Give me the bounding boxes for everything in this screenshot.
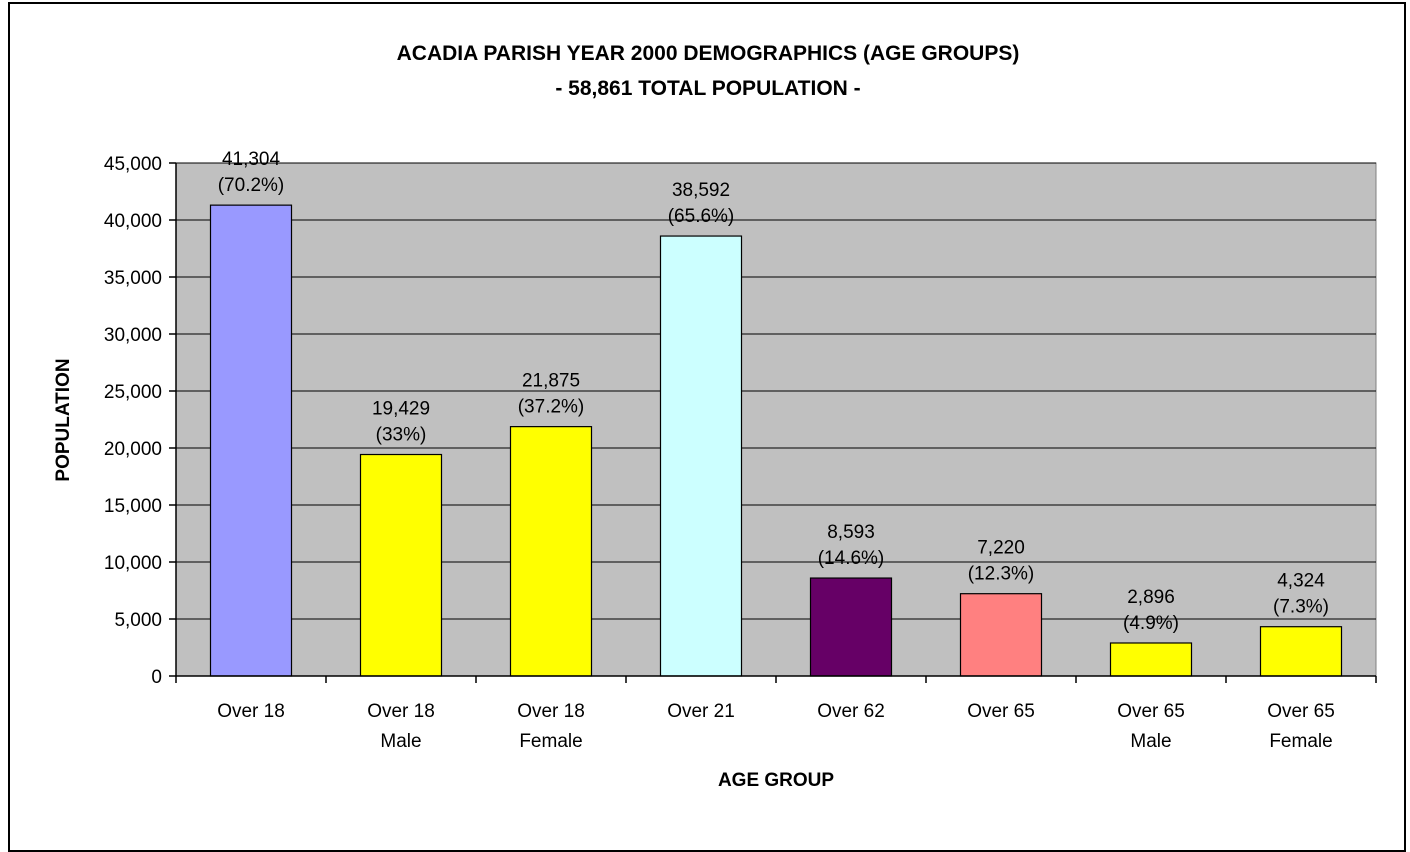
y-tick-label: 35,000 [104, 268, 162, 289]
x-axis-title: AGE GROUP [718, 770, 834, 791]
x-category-label: Over 65 [1267, 701, 1335, 722]
y-tick-label: 45,000 [104, 154, 162, 175]
axes [169, 162, 1377, 683]
bar [659, 235, 743, 677]
y-tick-label: 25,000 [104, 382, 162, 403]
bar-data-label: 38,592 [672, 180, 730, 201]
x-category-label: Over 18 [367, 701, 435, 722]
bar-data-label: 7,220 [977, 538, 1025, 559]
bar-data-label: 19,429 [372, 399, 430, 420]
bar [359, 453, 443, 677]
plot-area [175, 162, 1377, 677]
x-category-label: Over 18 [217, 701, 285, 722]
bar-data-label: 41,304 [222, 149, 281, 170]
x-category-label: Female [1269, 731, 1332, 752]
x-category-label: Over 65 [1117, 701, 1185, 722]
bar-data-label: 4,324 [1277, 571, 1325, 592]
y-tick-label: 10,000 [104, 553, 162, 574]
bar-data-label: (7.3%) [1273, 597, 1329, 618]
labels: 0 5,000 10,000 15,000 20,000 25,000 30,000 35,0… [104, 149, 1335, 752]
bar [1109, 642, 1193, 677]
y-axis-title: POPULATION [53, 358, 74, 481]
bar [809, 577, 893, 677]
bar-data-label: (14.6%) [818, 548, 885, 569]
bar-data-label: (4.9%) [1123, 613, 1179, 634]
y-tick-label: 20,000 [104, 439, 162, 460]
bar-data-label: (12.3%) [968, 564, 1035, 585]
x-category-label: Over 65 [967, 701, 1035, 722]
bar-data-label: (65.6%) [668, 206, 735, 227]
bar [1259, 626, 1343, 677]
x-category-label: Over 18 [517, 701, 585, 722]
x-category-label: Over 21 [667, 701, 735, 722]
bar [209, 204, 293, 677]
x-category-label: Male [1130, 731, 1171, 752]
chart-subtitle: - 58,861 TOTAL POPULATION - [555, 77, 860, 100]
x-category-label: Over 62 [817, 701, 885, 722]
y-tick-label: 40,000 [104, 211, 162, 232]
bar-data-label: (37.2%) [518, 397, 585, 418]
y-tick-label: 30,000 [104, 325, 162, 346]
chart-title: ACADIA PARISH YEAR 2000 DEMOGRAPHICS (AG… [397, 42, 1020, 65]
bar-data-label: 8,593 [827, 522, 875, 543]
bar-data-label: (33%) [376, 425, 427, 446]
bar-data-label: 2,896 [1127, 587, 1175, 608]
bar [509, 426, 593, 677]
bar-data-label: (70.2%) [218, 175, 285, 196]
x-category-label: Male [380, 731, 421, 752]
bar [959, 593, 1043, 677]
x-category-label: Female [519, 731, 582, 752]
y-tick-label: 0 [151, 667, 162, 688]
y-tick-label: 5,000 [114, 610, 162, 631]
bars [209, 204, 1343, 677]
y-tick-label: 15,000 [104, 496, 162, 517]
bar-data-label: 21,875 [522, 371, 580, 392]
